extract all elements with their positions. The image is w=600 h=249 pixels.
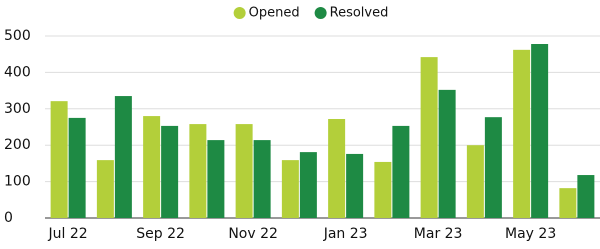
bar — [207, 140, 225, 218]
y-tick-label: 200 — [4, 137, 31, 153]
bar — [143, 116, 161, 218]
bar — [346, 153, 364, 218]
bar — [484, 117, 502, 218]
bar — [281, 160, 299, 218]
legend-marker — [314, 7, 327, 19]
legend-label: Resolved — [330, 6, 389, 21]
x-tick-label: Sep 22 — [136, 226, 185, 242]
y-tick-label: 0 — [4, 210, 13, 226]
legend: Opened Resolved — [233, 6, 389, 21]
bar — [96, 160, 114, 218]
bar — [114, 96, 132, 218]
bar — [68, 117, 86, 218]
bar — [577, 175, 595, 218]
bar — [392, 125, 410, 218]
bar — [189, 124, 207, 218]
bar — [559, 188, 577, 218]
x-tick-label: Nov 22 — [228, 226, 278, 242]
y-tick-label: 300 — [4, 101, 31, 117]
y-tick-label: 400 — [4, 64, 31, 80]
bar — [438, 89, 456, 218]
bar — [299, 152, 317, 218]
y-tick-label: 100 — [4, 174, 31, 190]
x-tick-label: Jul 22 — [48, 226, 88, 242]
bar — [420, 57, 438, 218]
bar — [235, 124, 253, 218]
x-tick-label: May 23 — [505, 226, 556, 242]
bar — [531, 44, 549, 219]
x-tick-label: Jan 23 — [323, 226, 368, 242]
bar — [328, 118, 346, 218]
bar — [374, 161, 392, 218]
x-tick-label: Mar 23 — [414, 226, 463, 242]
y-tick-label: 500 — [4, 28, 31, 44]
bar — [253, 140, 271, 218]
bar — [161, 125, 179, 218]
legend-label: Opened — [249, 6, 300, 21]
bar — [513, 49, 531, 218]
bar — [50, 101, 68, 218]
legend-marker — [233, 7, 246, 19]
bar — [466, 145, 484, 218]
